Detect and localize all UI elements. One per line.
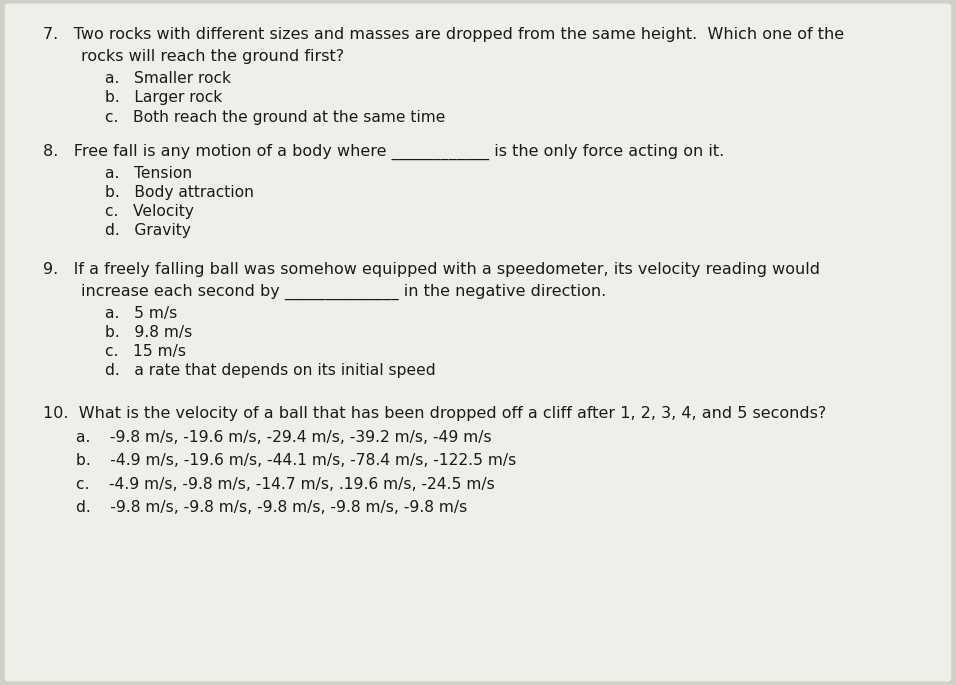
Text: c.   15 m/s: c. 15 m/s (105, 344, 186, 359)
Text: 8.   Free fall is any motion of a body where ____________ is the only force acti: 8. Free fall is any motion of a body whe… (43, 144, 725, 160)
Text: c.   Velocity: c. Velocity (105, 204, 194, 219)
Text: b.   Body attraction: b. Body attraction (105, 185, 254, 200)
Text: a.    -9.8 m/s, -19.6 m/s, -29.4 m/s, -39.2 m/s, -49 m/s: a. -9.8 m/s, -19.6 m/s, -29.4 m/s, -39.2… (76, 430, 492, 445)
Text: increase each second by ______________ in the negative direction.: increase each second by ______________ i… (81, 284, 606, 300)
Text: 9.   If a freely falling ball was somehow equipped with a speedometer, its veloc: 9. If a freely falling ball was somehow … (43, 262, 820, 277)
Text: d.   a rate that depends on its initial speed: d. a rate that depends on its initial sp… (105, 363, 436, 378)
Text: d.    -9.8 m/s, -9.8 m/s, -9.8 m/s, -9.8 m/s, -9.8 m/s: d. -9.8 m/s, -9.8 m/s, -9.8 m/s, -9.8 m/… (76, 500, 467, 515)
Text: a.   5 m/s: a. 5 m/s (105, 306, 178, 321)
Text: 7.   Two rocks with different sizes and masses are dropped from the same height.: 7. Two rocks with different sizes and ma… (43, 27, 844, 42)
Text: a.   Smaller rock: a. Smaller rock (105, 71, 231, 86)
Text: b.    -4.9 m/s, -19.6 m/s, -44.1 m/s, -78.4 m/s, -122.5 m/s: b. -4.9 m/s, -19.6 m/s, -44.1 m/s, -78.4… (76, 453, 517, 469)
Text: 10.  What is the velocity of a ball that has been dropped off a cliff after 1, 2: 10. What is the velocity of a ball that … (43, 406, 826, 421)
Text: d.   Gravity: d. Gravity (105, 223, 191, 238)
FancyBboxPatch shape (5, 3, 951, 682)
Text: rocks will reach the ground first?: rocks will reach the ground first? (81, 49, 344, 64)
Text: c.   Both reach the ground at the same time: c. Both reach the ground at the same tim… (105, 110, 445, 125)
Text: b.   9.8 m/s: b. 9.8 m/s (105, 325, 192, 340)
Text: b.   Larger rock: b. Larger rock (105, 90, 223, 105)
Text: c.    -4.9 m/s, -9.8 m/s, -14.7 m/s, .19.6 m/s, -24.5 m/s: c. -4.9 m/s, -9.8 m/s, -14.7 m/s, .19.6 … (76, 477, 495, 492)
Text: a.   Tension: a. Tension (105, 166, 192, 181)
